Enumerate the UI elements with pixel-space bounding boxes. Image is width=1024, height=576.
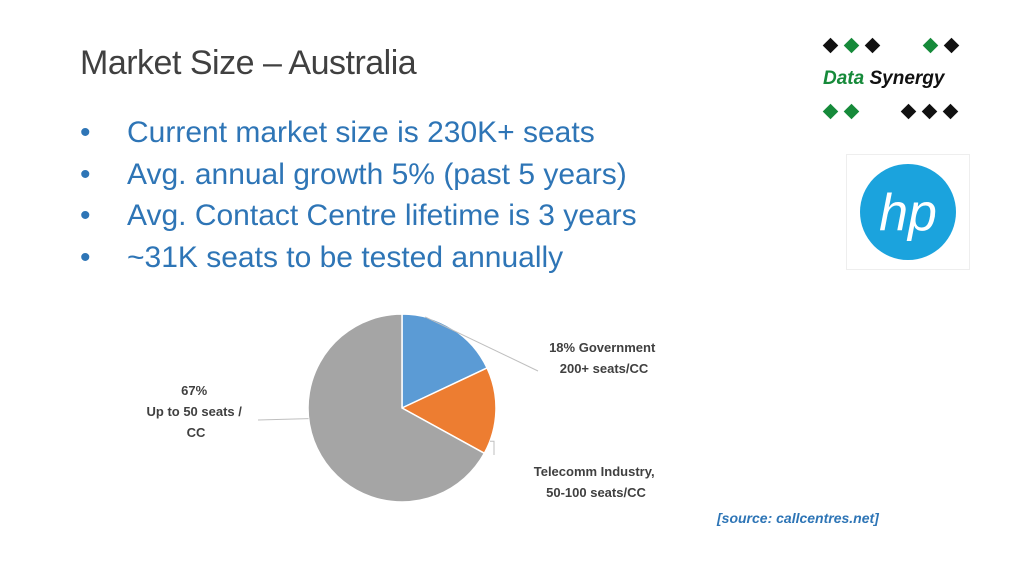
pie-slice-up-to-50	[307, 313, 486, 503]
slice-label-line: Telecomm Industry,	[534, 464, 655, 479]
bullet-dot: •	[80, 199, 91, 232]
bullet-dot: •	[80, 240, 91, 274]
hp-logo: hp	[846, 154, 970, 270]
leader-line	[257, 418, 309, 421]
source-note: [source: callcentres.net]	[717, 510, 879, 526]
data-synergy-wordmark: Data Synergy	[823, 68, 944, 90]
slice-label-line: 67%	[181, 383, 207, 398]
hp-logo-circle	[860, 164, 956, 260]
bullet-item: • Current market size is 230K+ seats	[80, 112, 637, 154]
slide-title: Market Size – Australia	[80, 44, 417, 82]
bullet-dot: •	[80, 157, 91, 191]
slice-label-line: 18% Government	[549, 340, 656, 355]
data-synergy-logo: Data Synergy	[820, 37, 970, 124]
logo-word-data: Data	[823, 68, 865, 89]
slice-label-line: CC	[187, 425, 206, 440]
slice-label-government: 18% Government 200+ seats/CC	[549, 340, 659, 376]
bullet-item: • ~31K seats to be tested annually	[80, 237, 637, 279]
logo-word-synergy: Synergy	[869, 68, 945, 89]
pie-slice-government	[401, 313, 489, 410]
slice-label-up-to-50: 67% Up to 50 seats / CC	[147, 383, 246, 440]
slice-label-telecomm: Telecomm Industry, 50-100 seats/CC	[534, 464, 659, 500]
pie-slices	[307, 313, 497, 503]
hp-logo-text: hp	[879, 184, 937, 242]
pie-slice-telecomm	[400, 366, 497, 455]
pie-leader-lines	[257, 316, 539, 455]
bullet-item: • Avg. annual growth 5% (past 5 years)	[80, 154, 637, 196]
bullet-text: Avg. Contact Centre lifetime is 3 years	[127, 199, 637, 232]
bullet-text: Current market size is 230K+ seats	[127, 116, 595, 149]
slice-label-line: Up to 50 seats /	[147, 404, 243, 419]
bullet-dot: •	[80, 116, 91, 149]
bullet-text: ~31K seats to be tested annually	[127, 240, 564, 274]
hp-logo-icon: hp	[860, 164, 956, 260]
leader-line	[424, 316, 539, 372]
bullet-list: • Current market size is 230K+ seats • Avg…	[80, 112, 637, 278]
slice-label-line: 200+ seats/CC	[560, 361, 649, 376]
slice-label-line: 50-100 seats/CC	[546, 485, 646, 500]
leader-line	[489, 440, 495, 455]
bullet-text: Avg. annual growth 5% (past 5 years)	[127, 157, 627, 191]
bullet-item: • Avg. Contact Centre lifetime is 3 years	[80, 195, 637, 237]
